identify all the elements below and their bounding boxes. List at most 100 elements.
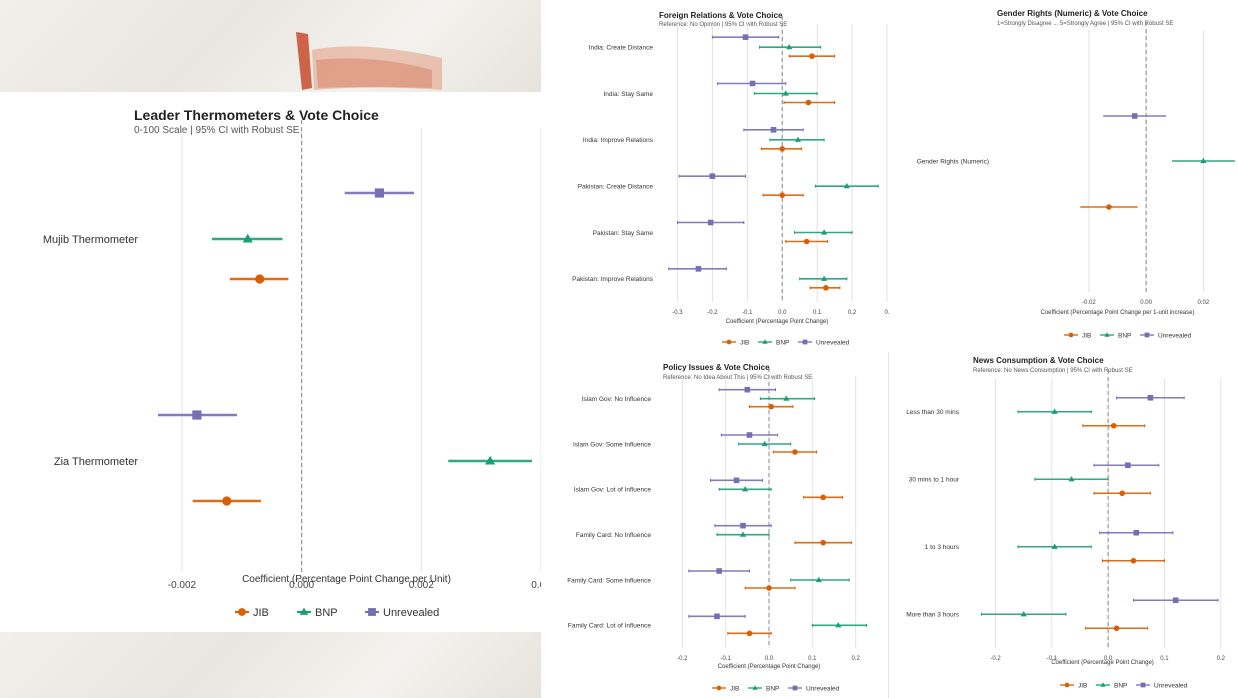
news-legend-key-bnp [1100,682,1106,687]
policy-unrevealed-point [746,432,753,438]
foreign-category-label: Pakistan: Create Distance [578,183,654,190]
news-unrevealed-point [1147,394,1154,401]
foreign-unrevealed-point [707,219,714,226]
policy-category-label: Islam Gov: Some Influence [573,441,651,448]
policy-category-label: Family Card: Lot of Influence [568,623,651,630]
policy-x-tick-label: 0.0 [765,656,774,662]
leader-legend-item: JIB [235,607,269,619]
policy-legend-key-unrevealed [792,685,798,691]
news-bnp-point [1068,476,1075,482]
news-chart-subtitle: Reference: No News Consumption | 95% CI … [973,368,1133,374]
foreign-x-tick-label: 0.1 [813,310,822,316]
news-x-tick-label: -0.1 [1047,656,1058,662]
gender-legend-key-jib [1068,332,1074,338]
foreign-unrevealed-point [770,127,777,133]
policy-chart-title: Policy Issues & Vote Choice [663,363,770,372]
policy-x-tick-label: -0.2 [677,656,688,662]
news-legend-label: BNP [1114,682,1127,689]
leader-legend-key-bnp [299,607,309,615]
leader-chart-subtitle: 0-100 Scale | 95% CI with Robust SE [134,125,300,136]
foreign-jib-point [805,99,812,106]
policy-bnp-point [742,486,749,492]
policy-legend-label: Unrevealed [806,685,840,692]
foreign-chart-title: Foreign Relations & Vote Choice [659,11,783,20]
policy-bnp-point [783,395,790,401]
foreign-legend-item: BNP [758,339,789,346]
foreign-chart-subtitle: Reference: No Opinion | 95% CI with Robu… [659,22,787,28]
foreign-bnp-point [821,275,828,281]
foreign-category-label: Pakistan: Improve Relations [572,276,654,283]
leader-category-label: Zia Thermometer [54,456,138,468]
news-x-tick-label: -0.2 [990,656,1001,662]
gender-chart-title: Gender Rights (Numeric) & Vote Choice [997,9,1148,18]
leader-unrevealed-point [374,188,385,198]
gender-legend-key-bnp [1104,332,1110,337]
gender-bnp-point [1200,157,1207,164]
policy-chart-subtitle: Reference: No Idea About This | 95% CI w… [663,375,812,381]
policy-bnp-point [815,576,822,583]
gender-legend-item: JIB [1064,332,1091,339]
policy-bnp-point [761,440,768,447]
gender-legend-label: BNP [1118,332,1131,339]
leader-x-tick-label: 0.00 [531,580,541,591]
foreign-x-axis-label: Coefficient (Percentage Point Change) [726,319,829,325]
foreign-x-tick-label: -0.1 [742,310,753,316]
policy-legend-key-bnp [752,685,758,690]
foreign-bnp-point [843,182,850,189]
policy-unrevealed-point [744,386,751,393]
news-x-tick-label: 0.1 [1160,656,1169,662]
policy-unrevealed-point [716,568,722,574]
foreign-x-tick-label: 0.0 [778,310,787,316]
policy-bnp-point [739,531,747,537]
policy-jib-point [820,494,826,501]
leader-legend-label: JIB [253,607,269,619]
foreign-category-label: India: Improve Relations [583,137,654,144]
foreign-jib-point [779,146,786,152]
policy-chart-svg: Policy Issues & Vote Choice Reference: No… [567,363,867,692]
news-unrevealed-point [1133,529,1140,536]
policy-legend-item: JIB [712,685,739,692]
paint-smudge [296,32,442,90]
leader-x-tick-label: -0.002 [168,580,197,591]
policy-category-label: Family Card: No Influence [576,532,652,539]
foreign-bnp-point [786,43,793,50]
foreign-unrevealed-point [742,34,749,40]
foreign-bnp-point [782,90,789,96]
gender-chart-subtitle: 1=Strongly Disagree ... 5=Strongly Agree… [997,21,1173,27]
news-legend-item: BNP [1096,682,1127,689]
foreign-legend-label: JIB [740,339,749,346]
policy-bnp-point [835,622,842,628]
panel-divider [888,352,889,698]
leader-legend-label: BNP [315,607,338,619]
leader-jib-point [255,274,265,284]
policy-legend-label: JIB [730,685,739,692]
gender-chart-svg: Gender Rights (Numeric) & Vote Choice 1=S… [917,9,1235,339]
leader-unrevealed-point [192,410,202,420]
leader-x-tick-label: 0.000 [289,580,314,591]
news-category-label: More than 3 hours [906,612,960,619]
policy-legend-key-jib [716,685,722,691]
foreign-bnp-point [821,229,828,235]
foreign-x-tick-label: -0.3 [672,310,683,316]
news-x-axis-label: Coefficient (Percentage Point Change) [1051,660,1154,666]
gender-x-tick-label: -0.02 [1082,300,1096,306]
leader-x-axis-label: Coefficient (Percentage Point Change per… [242,574,451,585]
policy-x-tick-label: 0.2 [851,656,860,662]
policy-jib-point [792,449,798,455]
gender-x-tick-label: 0.02 [1198,300,1210,306]
gender-legend-key-unrevealed [1144,332,1150,338]
foreign-category-label: India: Create Distance [589,44,654,51]
news-x-tick-label: 0.0 [1104,656,1113,662]
news-category-label: Less than 30 mins [906,409,960,416]
policy-legend-label: BNP [766,685,779,692]
foreign-legend-item: JIB [722,339,749,346]
news-jib-point [1113,625,1120,632]
foreign-legend-label: Unrevealed [816,339,850,346]
policy-x-tick-label: -0.1 [720,656,731,662]
gender-jib-point [1106,204,1112,210]
gender-legend-item: BNP [1100,332,1131,339]
policy-category-label: Islam Gov: No Influence [582,396,652,403]
foreign-x-tick-label: 0. [884,310,889,316]
policy-unrevealed-point [740,522,746,529]
foreign-legend-key-bnp [762,339,768,344]
